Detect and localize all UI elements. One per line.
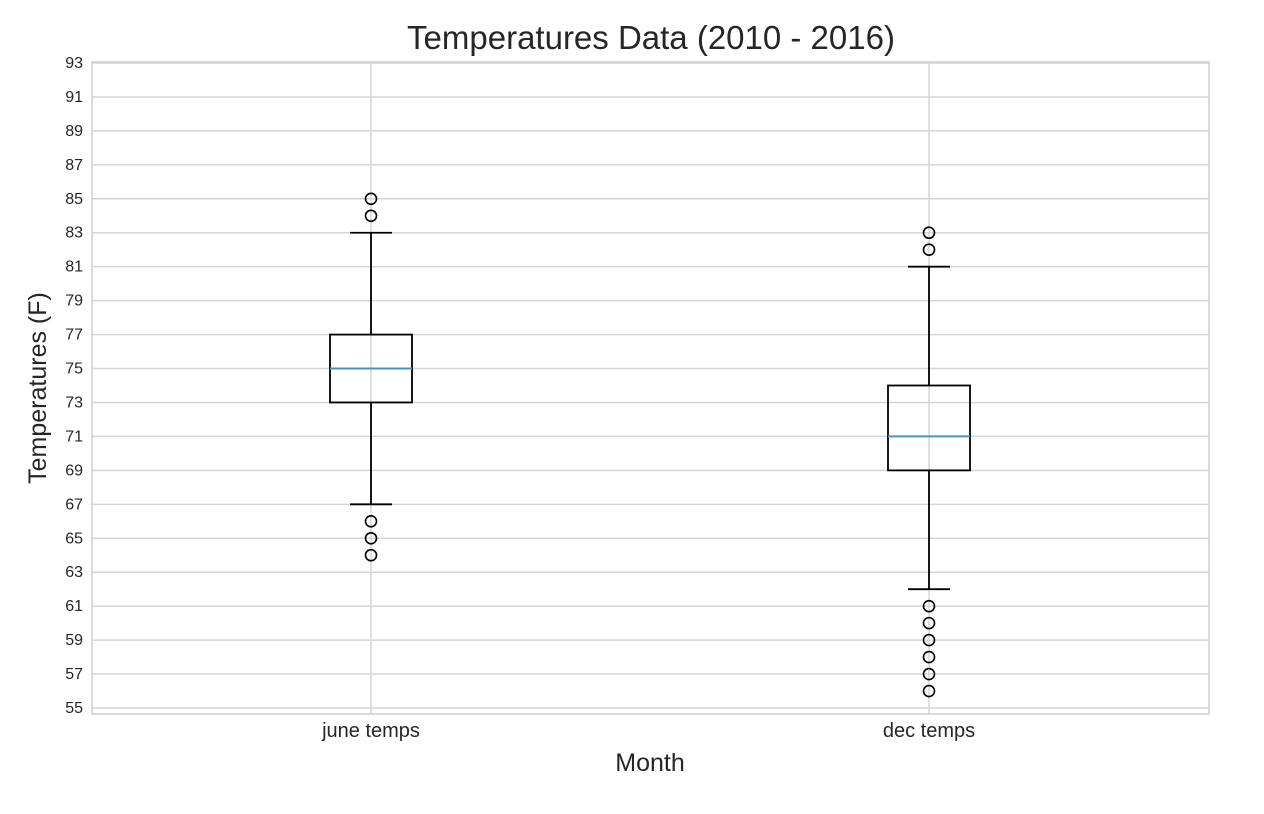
outlier-point: [922, 684, 936, 698]
outlier-point: [922, 650, 936, 664]
outlier-point: [364, 531, 378, 545]
y-tick-label: 89: [65, 123, 83, 140]
outlier-point: [922, 667, 936, 681]
y-tick-label: 57: [65, 666, 83, 683]
outlier-point: [922, 599, 936, 613]
y-tick-label: 85: [65, 191, 83, 208]
outlier-point: [922, 243, 936, 257]
y-tick-label: 73: [65, 394, 83, 411]
y-tick-label: 91: [65, 89, 83, 106]
x-tick-label: june temps: [321, 720, 420, 742]
y-tick-label: 83: [65, 225, 83, 242]
outlier-point: [364, 548, 378, 562]
y-tick-label: 79: [65, 293, 83, 310]
y-tick-label: 93: [65, 55, 83, 72]
outlier-point: [922, 616, 936, 630]
y-tick-label: 87: [65, 157, 83, 174]
outlier-point: [922, 633, 936, 647]
outlier-point: [364, 209, 378, 223]
x-tick-label: dec temps: [883, 720, 975, 742]
x-axis-label: Month: [615, 749, 684, 777]
y-tick-label: 63: [65, 564, 83, 581]
outlier-point: [364, 192, 378, 206]
y-tick-label: 71: [65, 428, 83, 445]
y-tick-label: 61: [65, 598, 83, 615]
plot-frame: [91, 61, 1210, 715]
y-tick-label: 65: [65, 530, 83, 547]
y-axis-label: Temperatures (F): [24, 292, 52, 484]
iqr-box: [887, 384, 971, 472]
y-tick-label: 69: [65, 462, 83, 479]
chart-title: Temperatures Data (2010 - 2016): [407, 19, 895, 56]
y-tick-label: 55: [65, 700, 83, 717]
outlier-point: [922, 226, 936, 240]
y-tick-label: 81: [65, 259, 83, 276]
outlier-point: [364, 514, 378, 528]
y-tick-label: 59: [65, 632, 83, 649]
y-tick-label: 77: [65, 327, 83, 344]
y-tick-label: 67: [65, 496, 83, 513]
grid-lines: [92, 62, 1209, 714]
box-group: [329, 192, 413, 562]
box-group: [887, 226, 971, 698]
y-tick-label: 75: [65, 361, 83, 378]
